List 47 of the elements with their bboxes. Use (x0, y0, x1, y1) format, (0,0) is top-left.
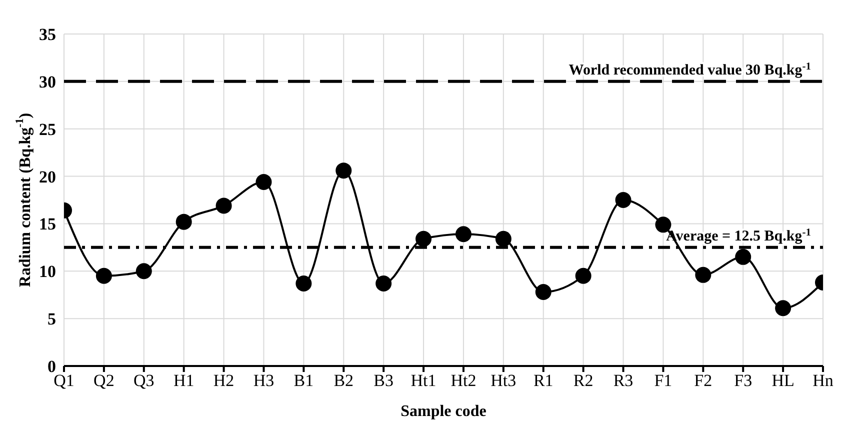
x-tick-label: Q3 (134, 371, 154, 390)
x-tick-label: R1 (533, 371, 554, 390)
x-tick-label: Hn (812, 371, 834, 390)
point (615, 192, 632, 208)
y-tick-label: 20 (39, 167, 56, 186)
x-tick-label: HL (772, 371, 794, 390)
point (376, 275, 392, 292)
point (575, 268, 592, 284)
point (176, 214, 192, 230)
y-tick-label: 15 (39, 214, 56, 234)
x-tick-label: F3 (734, 371, 752, 390)
point (336, 162, 352, 179)
point (416, 230, 432, 247)
x-tick-label: Ht1 (410, 371, 436, 390)
point (136, 263, 152, 280)
point (455, 226, 472, 242)
x-tick-label: R2 (573, 371, 594, 390)
x-tick-label: H3 (253, 371, 274, 390)
y-tick-label: 25 (39, 120, 56, 139)
y-tick-label: 10 (39, 262, 56, 282)
ref-line-label: World recommended value 30 Bq.kg$^{-1}$ (568, 60, 811, 78)
point (735, 248, 752, 265)
x-tick-label: H2 (213, 371, 234, 390)
point (495, 230, 512, 247)
x-tick-label: F1 (654, 371, 672, 390)
x-tick-label: Ht2 (450, 371, 476, 390)
x-tick-label: B2 (334, 371, 354, 390)
x-tick-label: F2 (694, 371, 712, 390)
y-tick-label: 30 (39, 72, 56, 92)
x-tick-label: B1 (294, 371, 314, 390)
x-tick-label: R3 (613, 371, 634, 390)
point (535, 284, 552, 300)
point (96, 268, 112, 284)
x-tick-label: Ht3 (490, 371, 516, 390)
point (256, 174, 272, 190)
x-tick-label: Q1 (54, 371, 74, 390)
y-tick-label: 0 (48, 357, 56, 376)
x-tick-label: H1 (173, 371, 194, 390)
point (775, 300, 792, 316)
y-tick-label: 35 (39, 25, 56, 44)
point (695, 266, 712, 283)
x-tick-label: Q2 (94, 371, 114, 390)
y-tick-label: 5 (48, 310, 56, 329)
x-tick-label: B3 (374, 371, 394, 390)
point (216, 198, 232, 214)
point (296, 275, 312, 292)
x-axis-title: Sample code (400, 403, 486, 420)
